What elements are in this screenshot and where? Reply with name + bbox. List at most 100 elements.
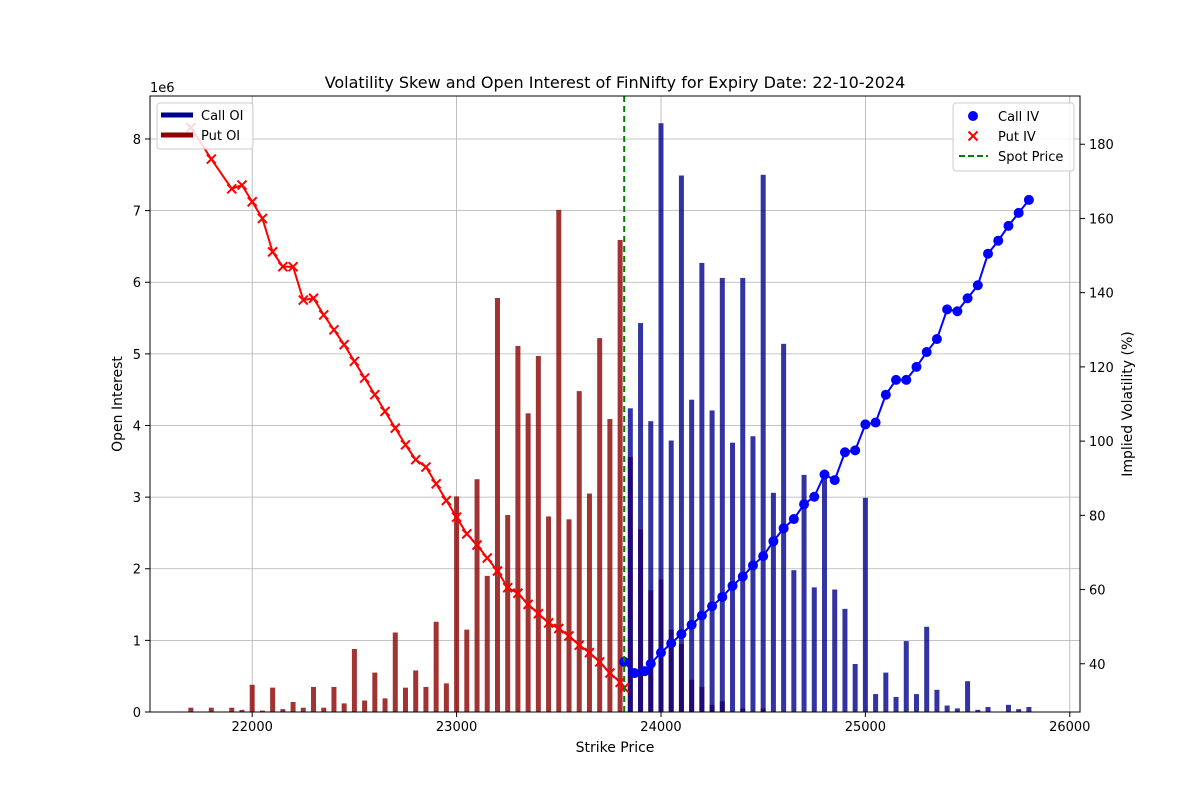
call-iv-point <box>962 293 973 304</box>
put-iv-marker-stroke <box>584 647 595 658</box>
call-oi-bar <box>883 672 889 712</box>
put-iv-point <box>604 667 616 679</box>
y-tick-label: 8 <box>133 133 141 148</box>
call-oi-bar <box>770 492 776 712</box>
put-iv-point <box>533 608 544 619</box>
put-iv-point <box>430 478 442 489</box>
put-oi-bar <box>494 297 500 712</box>
put-iv-point <box>574 639 585 651</box>
call-oi-bar <box>678 175 684 713</box>
put-iv-marker-stroke <box>400 439 411 451</box>
put-iv-marker-stroke <box>461 528 473 540</box>
put-iv-point <box>287 261 299 272</box>
put-iv-point <box>349 356 360 367</box>
put-oi-bar <box>546 516 552 712</box>
put-iv-marker-stroke <box>257 213 268 224</box>
put-iv-marker-stroke <box>410 454 421 465</box>
put-iv-marker-stroke <box>277 261 289 272</box>
call-oi-bar <box>985 706 991 712</box>
legend-label: Spot Price <box>998 150 1063 165</box>
put-iv-marker-stroke <box>349 356 360 367</box>
call-iv-point <box>819 469 830 480</box>
put-oi-bar <box>351 648 357 712</box>
call-iv-point <box>696 610 707 621</box>
y-tick-label: 2 <box>133 563 141 578</box>
call-oi-bar <box>965 681 971 712</box>
put-oi-bar <box>300 707 306 712</box>
y-tick-label: 1 <box>133 634 141 649</box>
grid-lines <box>150 96 1080 713</box>
call-iv-point <box>655 647 666 658</box>
call-iv-point <box>931 334 942 345</box>
put-iv-point <box>328 324 340 335</box>
call-iv-point <box>707 601 718 612</box>
put-iv-point <box>359 372 370 384</box>
call-oi-bar <box>627 408 633 712</box>
call-oi-bar <box>893 696 899 712</box>
put-oi-bar <box>372 672 378 712</box>
put-oi-bar <box>208 707 214 712</box>
put-iv-marker-stroke <box>369 389 381 400</box>
put-iv-point <box>318 309 329 321</box>
put-iv-marker-stroke <box>359 372 370 384</box>
put-oi-bar <box>239 709 245 712</box>
x-tick-label: 25000 <box>845 720 886 735</box>
call-iv-point <box>799 499 810 510</box>
put-iv-point <box>441 495 452 506</box>
call-iv-point <box>717 591 728 602</box>
put-iv-marker-stroke <box>502 582 513 593</box>
put-oi-bar <box>402 687 408 712</box>
put-iv-point <box>492 565 503 577</box>
put-iv-point <box>451 511 462 523</box>
call-iv-point <box>645 658 656 669</box>
put-iv-marker-stroke <box>451 511 462 523</box>
put-iv-point <box>308 293 319 304</box>
call-oi-bar <box>740 277 746 712</box>
call-iv-point <box>737 571 748 582</box>
put-oi-bar <box>362 700 368 712</box>
y2-tick-label: 120 <box>1089 361 1114 376</box>
y-tick-label: 4 <box>133 419 141 434</box>
y-tick-label: 5 <box>133 348 141 363</box>
put-iv-marker-stroke <box>482 552 493 564</box>
call-oi-bar <box>719 277 725 712</box>
call-oi-bar <box>668 440 674 712</box>
put-iv-point <box>226 183 237 194</box>
put-iv-point <box>369 389 381 400</box>
put-iv-marker-stroke <box>420 461 432 473</box>
put-iv-point <box>277 261 289 272</box>
put-iv-marker-stroke <box>236 179 248 191</box>
put-iv-point <box>267 246 278 258</box>
y2-tick-label: 100 <box>1089 435 1114 450</box>
call-iv-point <box>911 361 922 372</box>
call-oi-bar <box>1016 709 1022 712</box>
put-iv-point <box>379 406 391 417</box>
put-oi-bar <box>413 670 419 712</box>
call-iv-point <box>788 514 799 525</box>
y-tick-label: 0 <box>133 706 141 721</box>
put-iv-marker-stroke <box>614 677 626 688</box>
call-iv-point <box>629 668 640 679</box>
put-oi-bar <box>525 413 531 712</box>
call-oi-bar <box>658 123 664 712</box>
call-iv-point <box>778 523 789 534</box>
put-iv-point <box>236 179 248 191</box>
put-iv-point <box>502 582 513 593</box>
put-oi-bar <box>454 496 460 712</box>
call-iv-point <box>901 374 912 385</box>
y-tick-label: 6 <box>133 276 141 291</box>
call-oi-bar <box>924 626 930 712</box>
put-iv-marker-stroke <box>574 639 585 651</box>
put-oi-bar <box>331 686 337 712</box>
put-iv-marker-stroke <box>379 406 391 417</box>
put-oi-bar <box>188 707 194 712</box>
y2-axis-label: Implied Volatility (%) <box>1120 331 1136 477</box>
x-tick-label: 24000 <box>640 720 681 735</box>
call-iv-point <box>676 629 687 640</box>
put-iv-marker-stroke <box>594 656 605 668</box>
put-iv-point <box>614 677 626 688</box>
y-axis-offset-label: 1e6 <box>150 81 175 96</box>
legend-label: Put IV <box>998 130 1036 145</box>
